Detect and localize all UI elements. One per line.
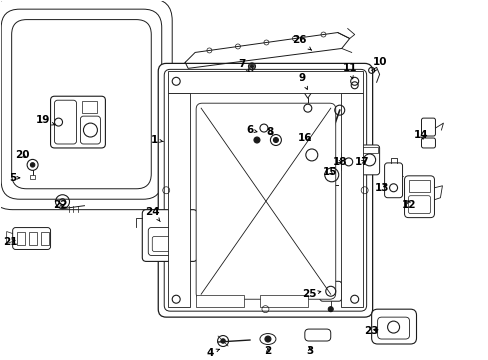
Text: 4: 4 [206, 348, 219, 358]
Bar [17, 231, 24, 246]
Text: 15: 15 [322, 167, 336, 177]
Bar [361, 147, 377, 153]
Text: 22: 22 [53, 200, 68, 210]
FancyBboxPatch shape [359, 145, 379, 175]
Text: 8: 8 [266, 127, 273, 137]
FancyBboxPatch shape [384, 163, 402, 198]
Bar [168, 71, 362, 93]
Text: 7: 7 [238, 59, 249, 72]
Bar [41, 231, 48, 246]
Circle shape [273, 138, 278, 143]
Text: 3: 3 [305, 346, 313, 356]
FancyBboxPatch shape [341, 152, 355, 172]
Circle shape [327, 307, 332, 312]
FancyBboxPatch shape [377, 317, 408, 339]
Text: 23: 23 [364, 326, 378, 336]
FancyBboxPatch shape [421, 138, 435, 148]
Text: 17: 17 [354, 157, 368, 167]
Bar [29, 231, 37, 246]
FancyBboxPatch shape [407, 196, 429, 213]
FancyBboxPatch shape [0, 0, 172, 210]
Text: 5: 5 [9, 173, 20, 183]
Bar [168, 93, 190, 307]
FancyBboxPatch shape [371, 309, 416, 344]
FancyBboxPatch shape [148, 228, 186, 256]
Text: 6: 6 [246, 125, 257, 135]
Bar [407, 180, 429, 192]
Text: 14: 14 [413, 130, 428, 140]
Circle shape [264, 336, 270, 342]
Circle shape [253, 137, 260, 143]
Text: 25: 25 [302, 289, 320, 299]
Polygon shape [185, 32, 349, 68]
FancyBboxPatch shape [12, 19, 151, 189]
Text: 24: 24 [144, 207, 160, 222]
FancyBboxPatch shape [55, 100, 76, 144]
Circle shape [250, 65, 253, 68]
Circle shape [221, 339, 225, 343]
FancyBboxPatch shape [421, 118, 435, 136]
Text: 9: 9 [298, 73, 307, 89]
Text: 13: 13 [374, 183, 388, 193]
FancyBboxPatch shape [81, 116, 100, 144]
FancyBboxPatch shape [319, 281, 341, 301]
Text: 19: 19 [35, 115, 55, 125]
Text: 20: 20 [15, 150, 30, 160]
Bar [340, 93, 362, 307]
Text: 26: 26 [292, 36, 311, 50]
Bar [260, 295, 307, 307]
FancyBboxPatch shape [1, 9, 162, 199]
FancyBboxPatch shape [13, 228, 50, 249]
FancyBboxPatch shape [196, 103, 335, 299]
Text: 2: 2 [264, 346, 271, 356]
FancyBboxPatch shape [142, 210, 197, 261]
Text: 18: 18 [332, 157, 346, 167]
FancyBboxPatch shape [304, 329, 330, 341]
Text: 11: 11 [342, 63, 356, 79]
Circle shape [30, 163, 35, 167]
FancyBboxPatch shape [164, 69, 366, 311]
FancyBboxPatch shape [319, 125, 327, 147]
Text: 12: 12 [402, 200, 416, 210]
Bar [82, 101, 97, 113]
Ellipse shape [260, 334, 275, 345]
Text: 1: 1 [150, 135, 163, 145]
FancyBboxPatch shape [404, 176, 433, 218]
Text: 10: 10 [371, 57, 386, 72]
Bar [30, 175, 35, 179]
Bar [196, 295, 244, 307]
Text: 21: 21 [3, 237, 18, 247]
FancyBboxPatch shape [50, 96, 105, 148]
FancyBboxPatch shape [152, 237, 172, 251]
Text: 16: 16 [297, 133, 311, 143]
FancyBboxPatch shape [158, 63, 372, 317]
